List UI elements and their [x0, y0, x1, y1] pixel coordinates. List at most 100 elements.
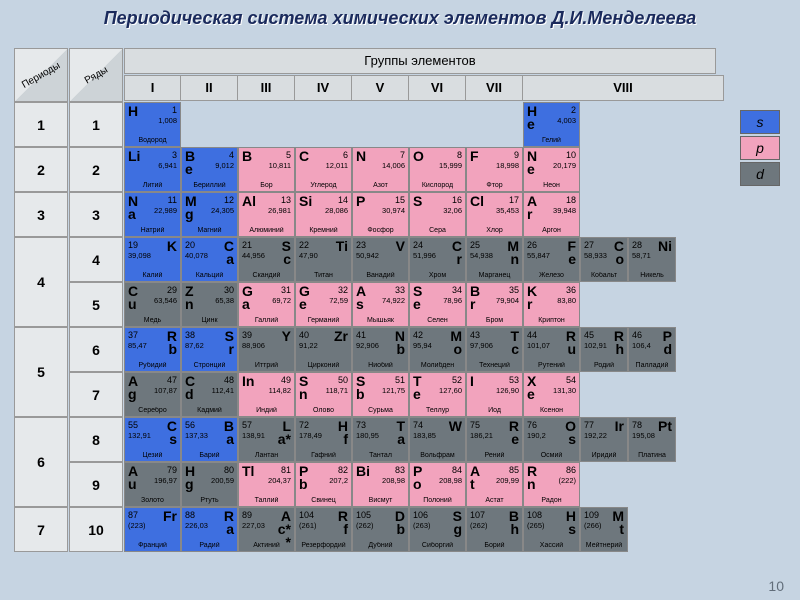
element-I: I53126,90Иод: [466, 372, 523, 417]
element-z: 35: [509, 285, 519, 295]
element-z: 80: [224, 465, 234, 475]
element-name: Серебро: [127, 407, 178, 414]
element-mass: 114,82: [269, 386, 291, 395]
element-symbol: Hs: [562, 510, 576, 536]
element-symbol: Ba: [220, 420, 234, 446]
element-z: 77: [584, 420, 594, 430]
element-Fr: Fr87(223)Франций: [124, 507, 181, 552]
element-symbol: As: [356, 285, 370, 311]
element-symbol: Tc: [505, 330, 519, 356]
element-symbol: Mt: [610, 510, 624, 536]
element-P: P1530,974Фосфор: [352, 192, 409, 237]
element-name: Хром: [412, 272, 463, 279]
element-name: Ртуть: [184, 497, 235, 504]
header-rows: Ряды: [69, 48, 123, 102]
element-Kr: Kr3683,80Криптон: [523, 282, 580, 327]
element-Ir: Ir77192,22Иридий: [580, 417, 628, 462]
element-name: Ниобий: [355, 362, 406, 369]
element-Li: Li36,941Литий: [124, 147, 181, 192]
element-name: Свинец: [298, 497, 349, 504]
element-Ca: Ca2040,078Кальций: [181, 237, 238, 282]
row-6: 6: [69, 327, 123, 372]
element-name: Водород: [127, 137, 178, 144]
element-mass: (222): [558, 476, 576, 485]
element-z: 10: [566, 150, 576, 160]
element-Ac*: Ac**89227,03Актиний: [238, 507, 295, 552]
element-mass: 63,546: [154, 296, 177, 305]
element-name: Рений: [469, 452, 520, 459]
element-symbol: Ge: [299, 285, 313, 311]
element-symbol: Ne: [527, 150, 541, 176]
element-name: Ванадий: [355, 272, 406, 279]
element-Be: Be49,012Бериллий: [181, 147, 238, 192]
element-z: 4: [229, 150, 234, 160]
element-mass: 178,49: [299, 431, 322, 440]
element-Te: Te52127,60Теллур: [409, 372, 466, 417]
element-name: Скандий: [241, 272, 292, 279]
group-columns: IIIIIIIVVVIVIIVIII: [124, 75, 724, 101]
element-mass: 226,03: [185, 521, 208, 530]
element-symbol: He: [527, 105, 541, 131]
element-symbol: Sb: [356, 375, 370, 401]
element-z: 108: [527, 510, 542, 520]
element-name: Стронций: [184, 362, 235, 369]
element-symbol: Se: [413, 285, 427, 311]
element-z: 76: [527, 420, 537, 430]
element-Zn: Zn3065,38Цинк: [181, 282, 238, 327]
element-name: Мышьяк: [355, 317, 406, 324]
element-z: 105: [356, 510, 371, 520]
element-z: 73: [356, 420, 366, 430]
element-mass: 186,21: [470, 431, 493, 440]
element-z: 42: [413, 330, 423, 340]
element-symbol: La*: [277, 420, 291, 446]
element-z: 47: [167, 375, 177, 385]
element-z: 31: [281, 285, 291, 295]
period-6: 6: [14, 417, 68, 507]
element-Rf: Rf104(261)Резерфордий: [295, 507, 352, 552]
element-z: 43: [470, 330, 480, 340]
element-mass: (262): [356, 521, 374, 530]
element-Rh: Rh45102,91Родий: [580, 327, 628, 372]
element-mass: (261): [299, 521, 317, 530]
element-z: 56: [185, 420, 195, 430]
element-z: 45: [584, 330, 594, 340]
element-z: 79: [167, 465, 177, 475]
element-symbol: Ta: [391, 420, 405, 446]
element-mass: 196,97: [154, 476, 177, 485]
element-mass: 112,41: [212, 386, 234, 395]
element-mass: 9,012: [215, 161, 234, 170]
element-mass: 20,179: [553, 161, 576, 170]
element-Zr: Zr4091,22Цирконий: [295, 327, 352, 372]
element-name: Кальций: [184, 272, 235, 279]
element-z: 23: [356, 240, 366, 250]
element-symbol: Mg: [185, 195, 199, 221]
row-9: 9: [69, 462, 123, 507]
element-symbol: K: [167, 240, 177, 253]
element-z: 6: [343, 150, 348, 160]
element-K: K1939,098Калий: [124, 237, 181, 282]
element-symbol: F: [470, 150, 479, 163]
element-mass: 92,906: [356, 341, 379, 350]
element-symbol: N: [356, 150, 366, 163]
element-Ni: Ni2858,71Никель: [628, 237, 676, 282]
period-5: 5: [14, 327, 68, 417]
element-symbol: Mn: [505, 240, 519, 266]
element-name: Галлий: [241, 317, 292, 324]
element-mass: 32,06: [443, 206, 462, 215]
element-name: Криптон: [526, 317, 577, 324]
element-name: Гафний: [298, 452, 349, 459]
group-col-VII: VII: [466, 75, 523, 101]
element-z: 12: [224, 195, 234, 205]
header-groups: Группы элементов: [124, 48, 716, 74]
element-mass: 55,847: [527, 251, 550, 260]
element-symbol: Nb: [391, 330, 405, 356]
element-symbol: Pb: [299, 465, 313, 491]
element-symbol: Te: [413, 375, 427, 401]
element-symbol: Fe: [562, 240, 576, 266]
element-mass: 85,47: [128, 341, 147, 350]
element-symbol: At: [470, 465, 484, 491]
element-mass: 78,96: [443, 296, 462, 305]
row-2: 2: [69, 147, 123, 192]
element-z: 44: [527, 330, 537, 340]
element-symbol: Co: [610, 240, 624, 266]
